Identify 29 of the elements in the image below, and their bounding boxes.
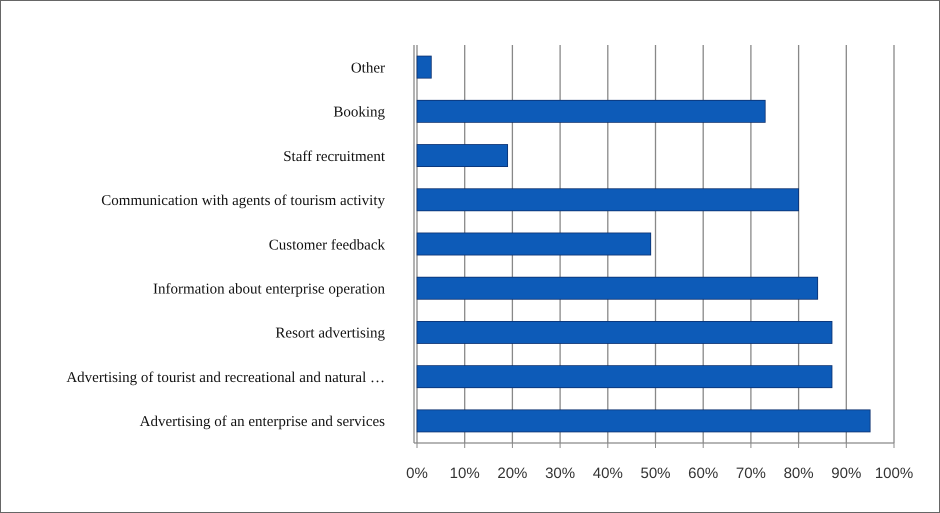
- bar: [416, 276, 818, 300]
- bar: [416, 365, 832, 388]
- x-tick-label: 50%: [640, 465, 671, 482]
- x-tick-label: 100%: [874, 465, 914, 482]
- y-tick-label: Advertising of tourist and recreational and natural …: [66, 370, 385, 386]
- y-tick-label: Advertising of an enterprise and services: [140, 414, 386, 430]
- y-tick-label: Customer feedback: [268, 237, 386, 254]
- y-tick-label: Resort advertising: [275, 326, 386, 342]
- bar: [416, 188, 799, 212]
- y-tick-label: Booking: [333, 104, 386, 121]
- bar: [416, 409, 871, 432]
- x-tick-label: 30%: [545, 465, 576, 482]
- x-tick-label: 40%: [592, 465, 623, 482]
- y-tick-label: Information about enterprise operation: [152, 281, 386, 298]
- bar: [416, 320, 832, 344]
- x-tick-label: 90%: [831, 465, 862, 482]
- x-tick-label: 10%: [450, 465, 480, 482]
- bar: [416, 232, 652, 256]
- bar: [416, 56, 432, 79]
- x-tick-label: 70%: [736, 465, 766, 482]
- x-tick-label: 20%: [497, 465, 528, 482]
- y-tick-label: Communication with agents of tourism activity: [101, 193, 386, 210]
- x-tick-label: 80%: [784, 465, 814, 482]
- y-tick-label: Staff recruitment: [283, 148, 386, 165]
- bar: [416, 100, 766, 123]
- x-tick-label: 60%: [688, 465, 718, 482]
- x-tick-label: 0%: [406, 465, 428, 482]
- y-tick-label: Other: [350, 60, 385, 76]
- bar: [416, 144, 508, 168]
